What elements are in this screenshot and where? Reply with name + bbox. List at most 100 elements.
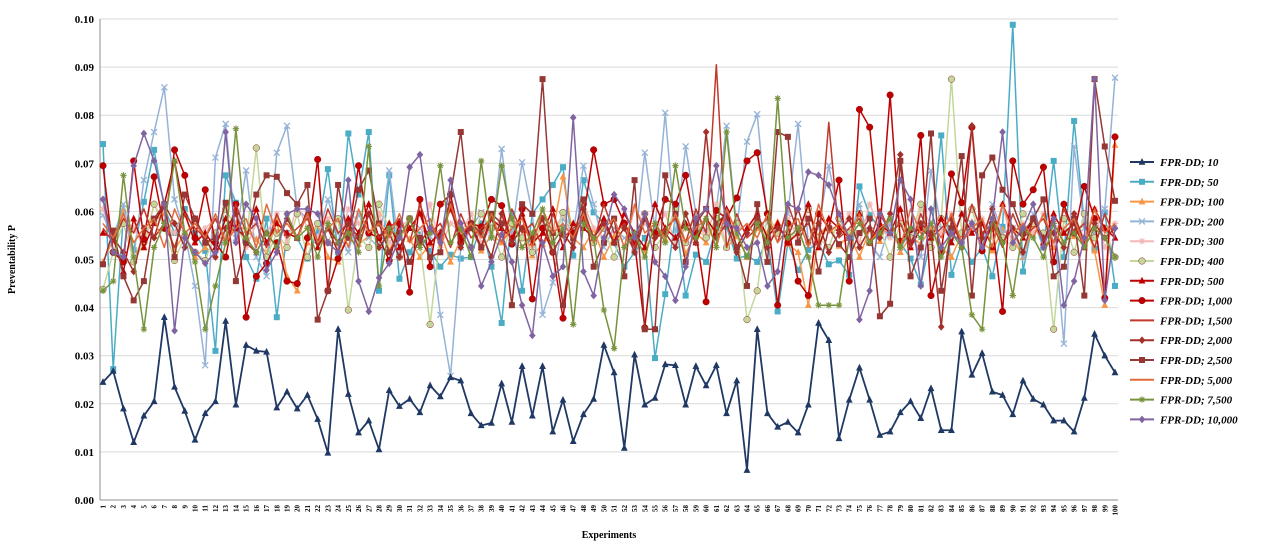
data-point: [283, 122, 291, 130]
data-point: [263, 229, 270, 237]
x-tick-label: 83: [938, 505, 946, 513]
data-point: [191, 282, 199, 290]
legend-item: FPR-DD; 1,000: [1130, 296, 1233, 308]
data-point: [713, 161, 720, 170]
data-point: [794, 120, 802, 128]
data-point: [580, 267, 587, 276]
data-point: [488, 258, 495, 266]
data-point: [539, 362, 546, 370]
data-point: [344, 390, 352, 397]
data-point: [662, 291, 669, 298]
data-point: [447, 239, 454, 246]
data-point: [927, 384, 935, 392]
data-point: [519, 201, 526, 208]
data-point: [232, 400, 240, 408]
legend-item: FPR-DD; 2,000: [1130, 335, 1233, 347]
data-point: [365, 307, 373, 316]
data-point: [1111, 368, 1119, 376]
data-point: [764, 239, 771, 246]
data-point: [539, 238, 546, 247]
data-point: [242, 167, 250, 174]
data-point: [1060, 229, 1068, 236]
data-point: [324, 220, 332, 227]
data-point: [150, 173, 158, 181]
data-point: [978, 234, 986, 242]
data-point: [314, 234, 321, 242]
x-tick-label: 45: [549, 505, 557, 513]
data-point: [283, 277, 291, 285]
data-point: [621, 224, 628, 233]
x-tick-label: 98: [1091, 505, 1099, 513]
x-tick-label: 99: [1101, 505, 1109, 513]
data-point: [897, 244, 904, 251]
data-point: [702, 298, 710, 306]
data-point: [886, 229, 894, 237]
data-point: [835, 176, 843, 184]
data-point: [181, 171, 189, 179]
data-point: [222, 199, 229, 206]
data-point: [866, 215, 873, 222]
data-point: [437, 234, 444, 242]
data-point: [539, 311, 547, 319]
data-point: [1029, 200, 1037, 208]
data-point: [927, 292, 935, 300]
data-point: [314, 253, 321, 261]
data-point: [396, 402, 403, 409]
data-point: [385, 229, 393, 237]
data-point: [365, 416, 373, 424]
data-point: [917, 244, 924, 251]
data-point: [334, 248, 342, 257]
data-point: [1112, 197, 1118, 204]
y-tick-label: 0.01: [75, 447, 94, 459]
data-point: [263, 215, 270, 222]
data-point: [232, 210, 240, 218]
data-point: [713, 200, 720, 208]
data-point: [825, 225, 832, 232]
legend-label: FPR-DD; 5,000: [1159, 375, 1233, 387]
x-tick-label: 58: [682, 505, 690, 513]
data-point: [743, 466, 751, 473]
x-axis-title: Experiments: [582, 530, 637, 541]
data-point: [1111, 224, 1119, 233]
data-point: [958, 244, 965, 251]
data-point: [1019, 224, 1027, 233]
data-point: [672, 296, 679, 305]
data-point: [140, 198, 147, 205]
data-point: [610, 238, 618, 247]
x-tick-label: 80: [907, 505, 915, 513]
x-tick-label: 33: [427, 505, 435, 513]
data-point: [1081, 244, 1088, 251]
data-point: [723, 128, 730, 136]
data-point: [273, 248, 281, 257]
data-point: [1009, 238, 1017, 247]
data-point: [713, 220, 720, 227]
x-tick-label: 1: [100, 505, 108, 509]
data-point: [917, 234, 924, 242]
data-point: [437, 162, 444, 169]
data-point: [978, 243, 986, 252]
data-point: [519, 287, 526, 294]
legend-label: FPR-DD; 100: [1159, 197, 1224, 209]
data-point: [457, 376, 465, 384]
data-point: [856, 315, 863, 324]
data-point: [191, 238, 199, 246]
data-point: [1091, 225, 1098, 232]
data-point: [202, 247, 209, 254]
data-point: [355, 191, 362, 198]
data-point: [243, 239, 250, 246]
x-tick-label: 85: [958, 505, 966, 513]
data-point: [610, 253, 618, 261]
data-point: [334, 255, 342, 263]
x-tick-label: 86: [968, 505, 976, 513]
legend-label: FPR-DD; 400: [1159, 256, 1224, 268]
data-point: [109, 367, 117, 374]
data-point: [804, 400, 812, 408]
data-point: [897, 157, 904, 164]
data-point: [304, 181, 311, 188]
legend-item: FPR-DD; 400: [1130, 256, 1224, 268]
x-tick-label: 52: [621, 505, 629, 513]
data-point: [232, 238, 240, 247]
data-point: [477, 229, 485, 237]
data-point: [396, 234, 403, 242]
data-point: [355, 186, 362, 193]
